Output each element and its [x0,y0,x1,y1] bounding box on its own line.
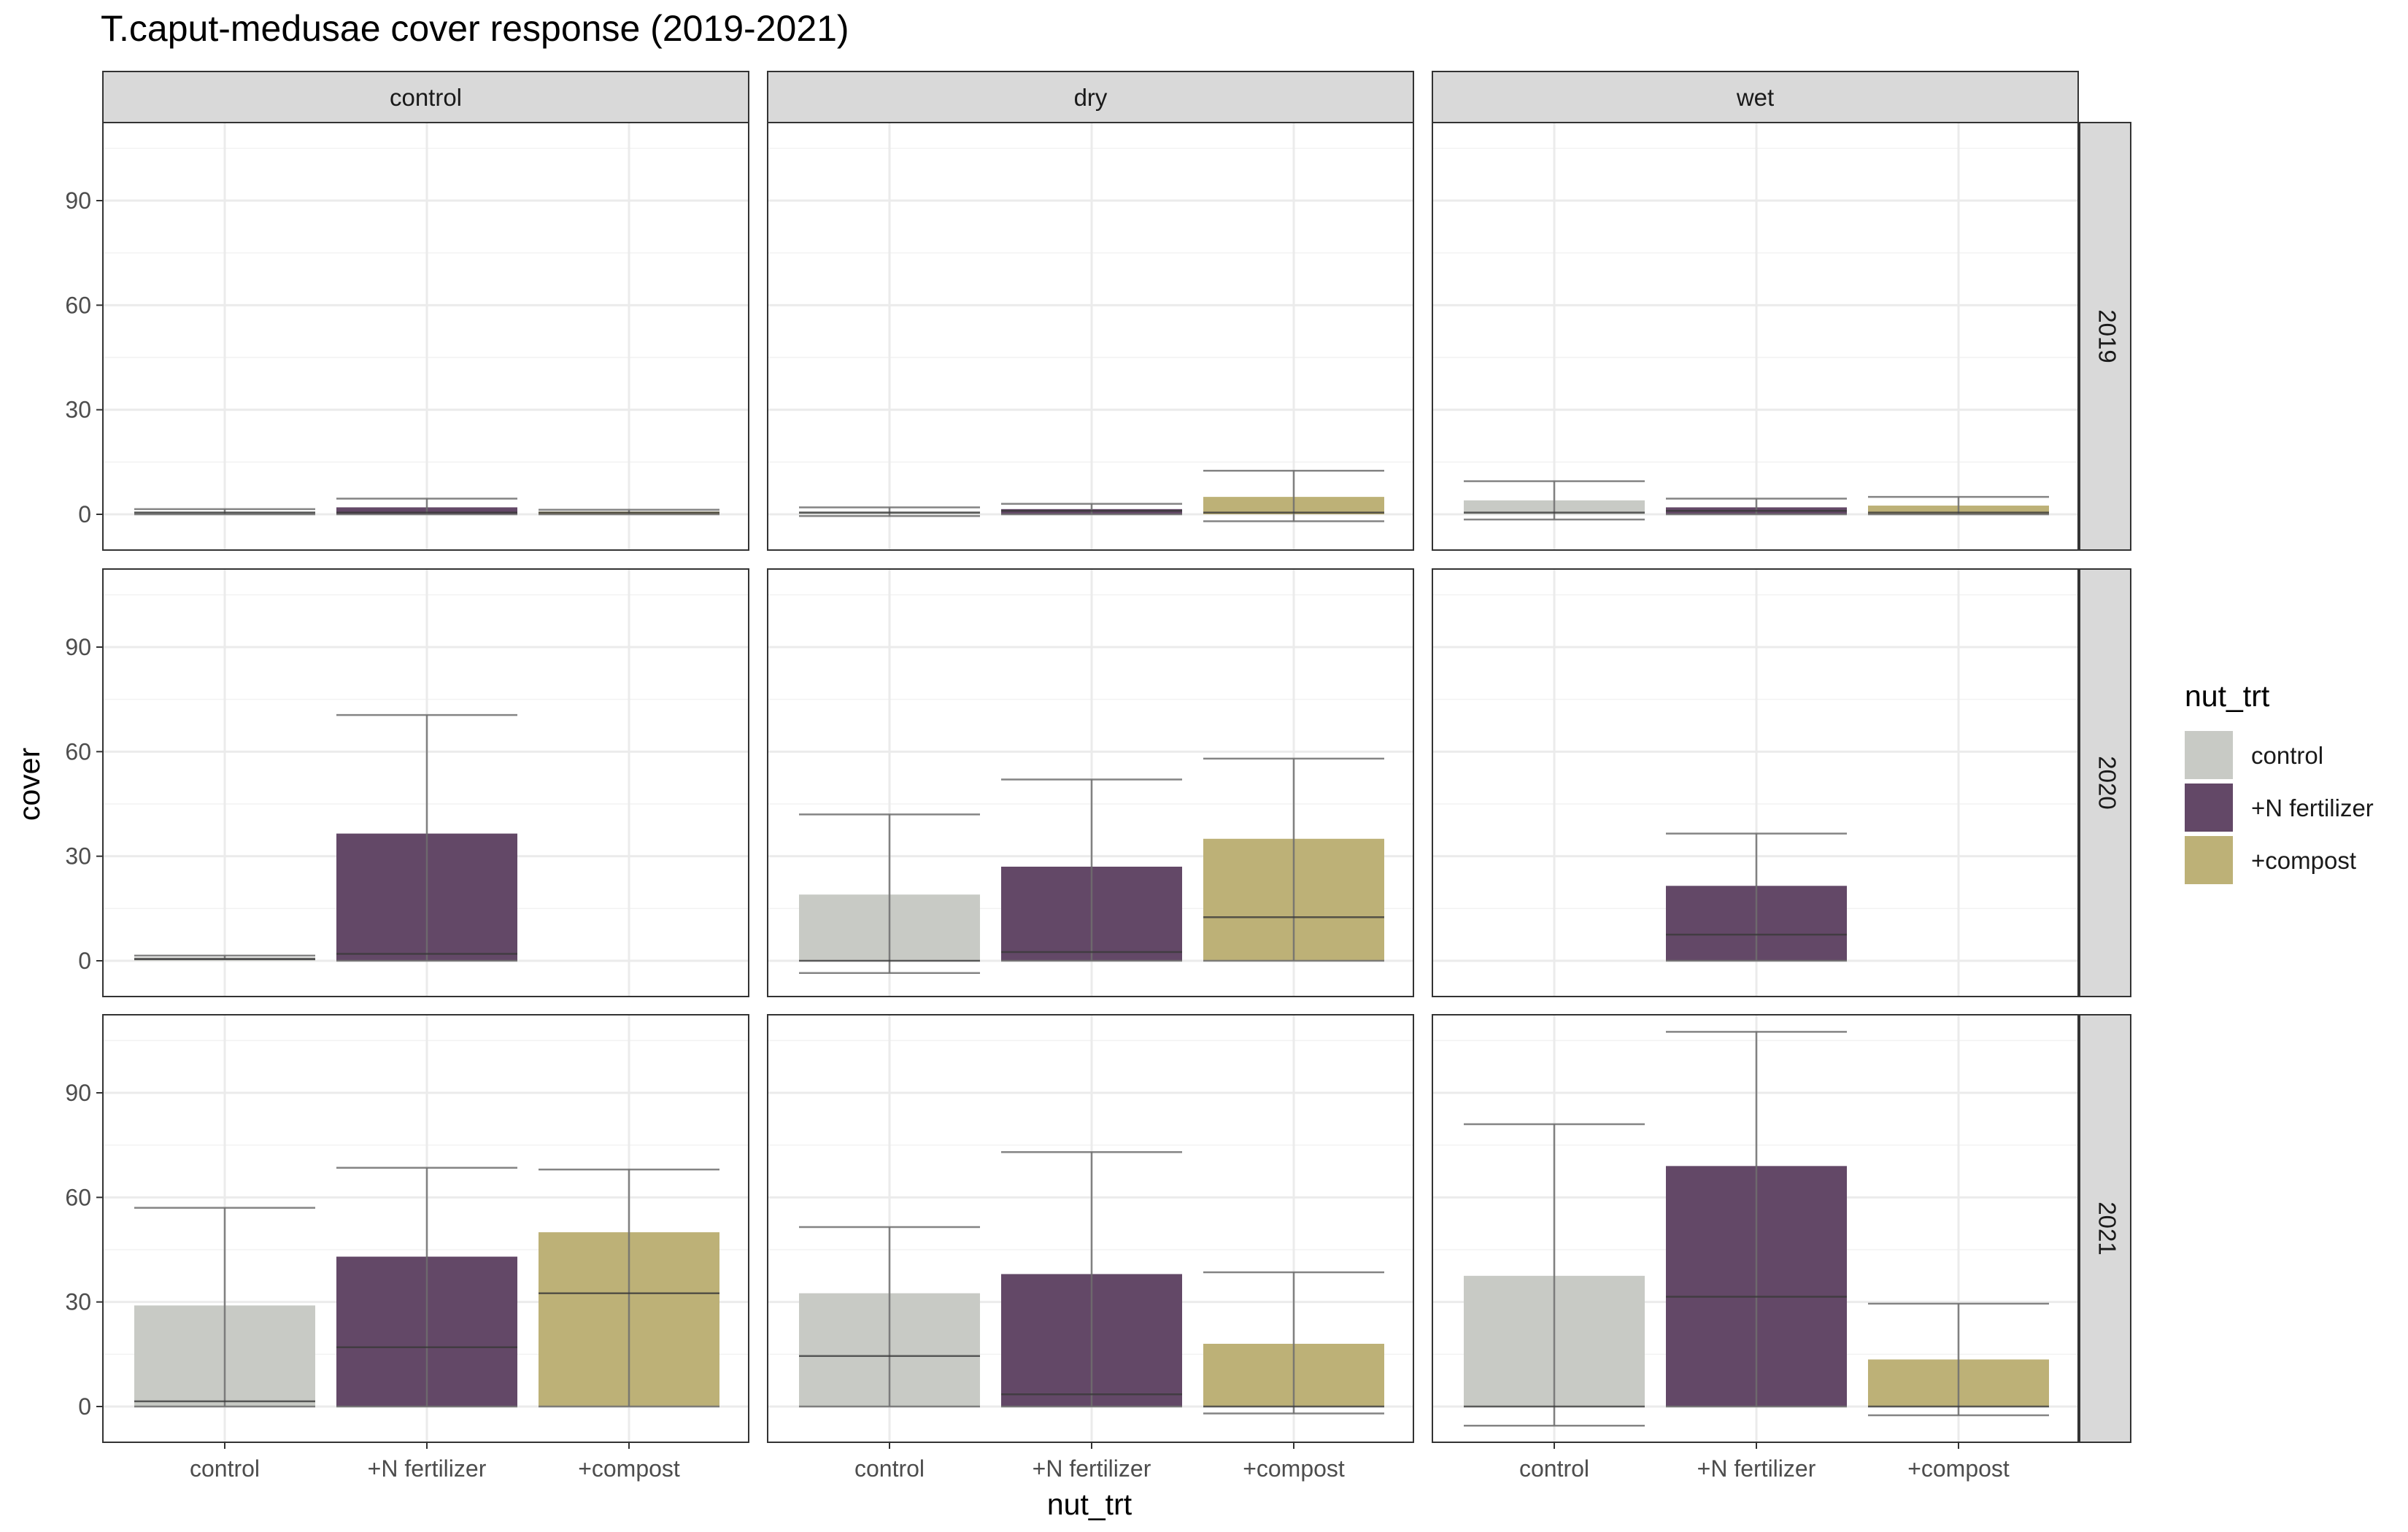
legend-key [2185,836,2233,884]
panel-border [1432,568,2079,997]
x-tick-label: +compost [1243,1455,1345,1482]
legend-label: +N fertilizer [2251,794,2374,821]
panel-border [102,568,749,997]
chart-title: T.caput-medusae cover response (2019-202… [101,8,849,49]
panel-border [1432,122,2079,551]
facet-strip-label: wet [1736,84,1774,111]
y-axis-title: cover [12,748,46,821]
y-tick-label: 90 [65,634,91,660]
y-tick-label: 30 [65,843,91,870]
y-tick-label: 60 [65,738,91,765]
legend-key [2185,731,2233,779]
facet-strip-label: dry [1074,84,1108,111]
facet-strip-wet [1432,71,2079,123]
legend-key [2185,784,2233,832]
x-tick-label: control [1519,1455,1589,1482]
panel-border [102,1014,749,1443]
facet-strip-control [102,71,749,123]
panel-border [767,122,1414,551]
x-axis-title: nut_trt [1047,1487,1132,1521]
y-tick-label: 30 [65,397,91,423]
x-tick-label: +N fertilizer [1033,1455,1151,1482]
y-tick-label: 90 [65,187,91,214]
y-tick-label: 0 [78,948,91,974]
facet-strip-label: 2021 [2094,1202,2120,1255]
panel-border [102,122,749,551]
x-tick-label: +compost [1907,1455,2010,1482]
panel-border [767,1014,1414,1443]
facet-strip-label: control [390,84,462,111]
legend-label: control [2251,742,2323,769]
facet-strip-dry [767,71,1414,123]
x-tick-label: control [854,1455,925,1482]
y-tick-label: 60 [65,292,91,318]
legend-label: +compost [2251,847,2356,874]
facet-strip-2020 [2079,568,2131,997]
facet-strip-2021 [2079,1014,2131,1443]
y-tick-label: 0 [78,1393,91,1420]
y-tick-label: 0 [78,501,91,527]
x-tick-label: control [190,1455,260,1482]
y-tick-label: 30 [65,1289,91,1315]
panel-border [1432,1014,2079,1443]
x-tick-label: +N fertilizer [368,1455,487,1482]
x-tick-label: +N fertilizer [1697,1455,1816,1482]
y-tick-label: 60 [65,1184,91,1210]
facet-strip-2019 [2079,122,2131,551]
facet-strip-label: 2020 [2094,756,2120,809]
panel-border [767,568,1414,997]
y-tick-label: 90 [65,1080,91,1106]
facet-strip-label: 2019 [2094,309,2120,363]
legend-title: nut_trt [2185,679,2270,713]
x-tick-label: +compost [578,1455,680,1482]
